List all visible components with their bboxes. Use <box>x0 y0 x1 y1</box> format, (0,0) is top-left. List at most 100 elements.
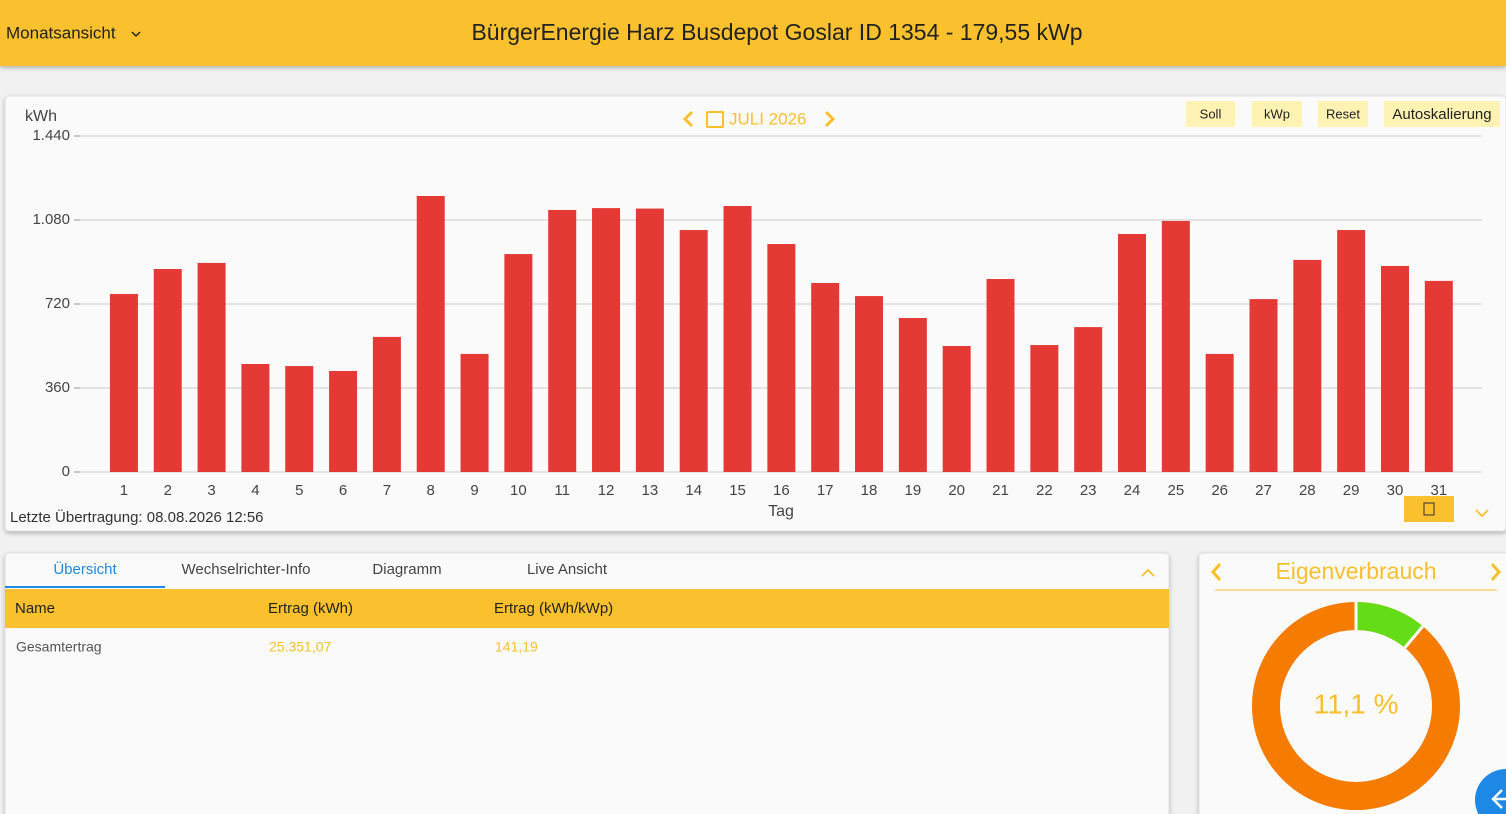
x-axis-label: Tag <box>768 503 794 520</box>
x-tick-label: 3 <box>207 482 215 499</box>
bar[interactable] <box>416 195 445 472</box>
bar[interactable] <box>372 336 401 472</box>
period-label[interactable]: JULI 2026 <box>729 109 807 128</box>
x-tick-label: 26 <box>1211 482 1228 499</box>
bar[interactable] <box>1030 345 1059 472</box>
bar[interactable] <box>197 262 226 472</box>
x-tick-label: 22 <box>1036 482 1053 499</box>
calendar-icon[interactable] <box>706 111 724 128</box>
y-tick-label: 0 <box>62 463 70 480</box>
toolbar-button-label[interactable]: Soll <box>1200 106 1222 121</box>
toolbar-button[interactable] <box>1318 101 1368 127</box>
x-tick-label: 13 <box>642 482 659 499</box>
bar[interactable] <box>1161 220 1190 472</box>
bar[interactable] <box>1205 353 1234 472</box>
bar[interactable] <box>460 353 489 472</box>
bar[interactable] <box>329 370 358 472</box>
x-tick-label: 24 <box>1124 482 1141 499</box>
x-tick-label: 4 <box>251 482 259 499</box>
menu-caret <box>131 31 141 38</box>
bar[interactable] <box>811 283 840 472</box>
y-tick-label: 360 <box>45 379 70 396</box>
tab[interactable]: Live Ansicht <box>527 561 608 578</box>
tab[interactable]: Wechselrichter-Info <box>182 561 311 578</box>
bar[interactable] <box>635 208 664 473</box>
expand-chevron[interactable] <box>1475 509 1489 518</box>
x-tick-label: 25 <box>1167 482 1184 499</box>
bar[interactable] <box>855 296 884 472</box>
bar[interactable] <box>1424 280 1453 472</box>
chart-card <box>4 95 1506 532</box>
x-tick-label: 21 <box>992 482 1009 499</box>
view-menu[interactable]: Monatsansicht <box>6 23 116 42</box>
prev-view[interactable] <box>1211 563 1222 581</box>
toolbar-button[interactable] <box>1252 101 1302 127</box>
y-axis-label: kWh <box>25 108 57 125</box>
x-tick-label: 16 <box>773 482 790 499</box>
x-tick-label: 15 <box>729 482 746 499</box>
prev-month[interactable] <box>682 110 694 128</box>
bar[interactable] <box>153 269 182 472</box>
x-tick-label: 11 <box>554 482 570 499</box>
bar[interactable] <box>1249 299 1278 472</box>
bar[interactable] <box>942 346 971 472</box>
x-tick-label: 19 <box>905 482 922 499</box>
bar[interactable] <box>109 293 138 472</box>
tab[interactable]: Diagramm <box>372 561 441 578</box>
table-cell: 25.351,07 <box>269 639 331 655</box>
segment-divider <box>1403 625 1424 649</box>
column-header: Ertrag (kWh) <box>268 600 353 617</box>
x-tick-label: 5 <box>295 482 303 499</box>
x-tick-label: 2 <box>164 482 172 499</box>
x-tick-label: 12 <box>598 482 615 499</box>
y-tick-label: 720 <box>45 295 70 312</box>
x-tick-label: 31 <box>1430 482 1447 499</box>
x-tick-label: 29 <box>1343 482 1360 499</box>
bar[interactable] <box>548 209 577 472</box>
collapse-chevron[interactable] <box>1141 568 1155 577</box>
x-tick-label: 28 <box>1299 482 1316 499</box>
bar[interactable] <box>986 279 1015 472</box>
x-tick-label: 7 <box>383 482 391 499</box>
x-tick-label: 14 <box>685 482 702 499</box>
x-tick-label: 20 <box>948 482 965 499</box>
toolbar-button-label[interactable]: kWp <box>1264 106 1290 121</box>
bar[interactable] <box>241 363 270 472</box>
toolbar-button-label[interactable]: Reset <box>1326 106 1360 121</box>
tab[interactable]: Übersicht <box>53 560 117 578</box>
toolbar-button[interactable] <box>1186 101 1235 127</box>
tab-indicator <box>5 586 165 588</box>
bar[interactable] <box>723 206 752 472</box>
next-view[interactable] <box>1490 563 1501 581</box>
x-tick-label: 30 <box>1387 482 1404 499</box>
x-tick-label: 18 <box>861 482 878 499</box>
bar[interactable] <box>767 244 796 472</box>
x-tick-label: 17 <box>817 482 834 499</box>
bar[interactable] <box>592 208 621 472</box>
bar[interactable] <box>1337 230 1366 472</box>
toolbar-button[interactable] <box>1384 101 1500 127</box>
export-button[interactable] <box>1404 496 1454 522</box>
x-tick-label: 1 <box>120 482 128 499</box>
next-month[interactable] <box>824 110 836 128</box>
bar[interactable] <box>679 230 708 472</box>
bar[interactable] <box>1380 265 1409 472</box>
bar[interactable] <box>898 318 927 472</box>
column-header: Ertrag (kWh/kWp) <box>494 600 613 617</box>
bar[interactable] <box>1293 259 1322 472</box>
bar[interactable] <box>1118 234 1147 472</box>
table-cell: Gesamtertrag <box>16 639 102 655</box>
table-cell: 141,19 <box>495 639 538 655</box>
x-tick-label: 9 <box>470 482 478 499</box>
donut-value-label: 11,1 % <box>1313 688 1398 719</box>
export-icon <box>1423 502 1435 516</box>
toolbar-button-label[interactable]: Autoskalierung <box>1392 106 1491 123</box>
x-tick-label: 8 <box>427 482 435 499</box>
bar[interactable] <box>504 254 533 472</box>
bar[interactable] <box>285 366 314 472</box>
donut-card <box>1198 552 1506 814</box>
x-tick-label: 27 <box>1255 482 1272 499</box>
bar[interactable] <box>1074 327 1103 472</box>
